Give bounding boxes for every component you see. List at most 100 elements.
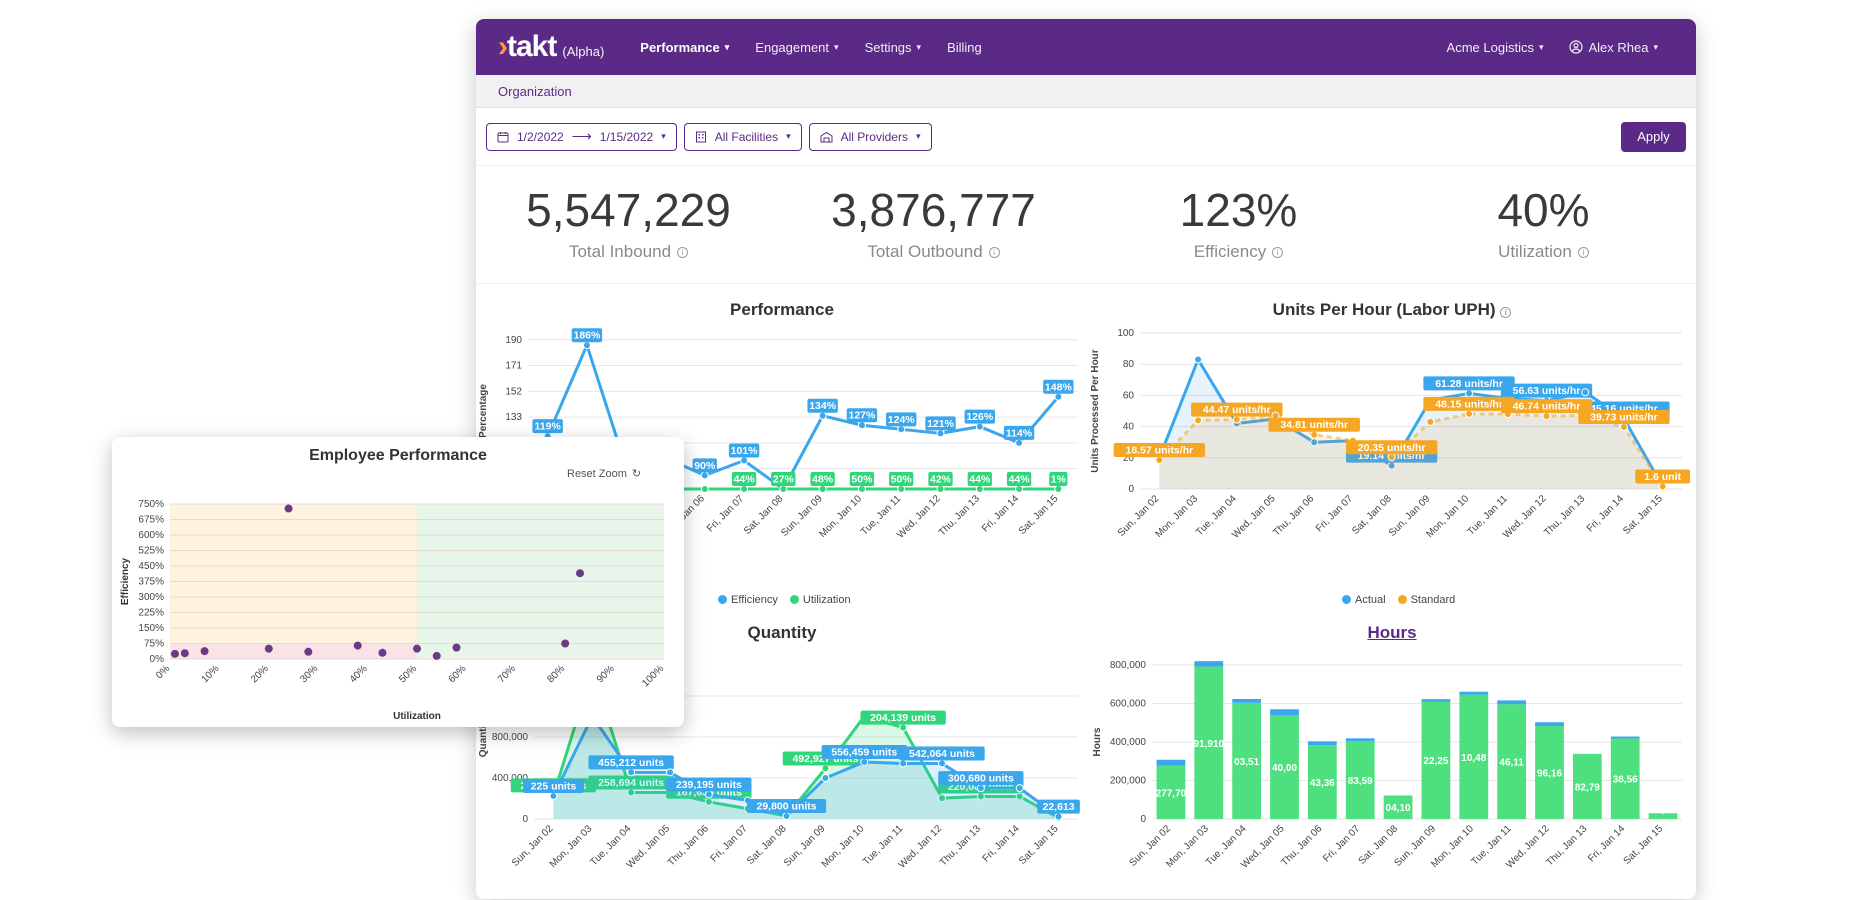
x-tick-label: 40%	[348, 663, 370, 685]
data-label: 542,064 units	[909, 748, 975, 760]
info-icon[interactable]: i	[1272, 246, 1284, 258]
data-label: 258,694 units	[598, 777, 664, 789]
data-point	[779, 485, 788, 493]
data-point	[549, 791, 558, 800]
kpi-label: Total Outbound	[867, 242, 983, 261]
x-tick-label: Thu, Jan 13	[1542, 493, 1587, 538]
top-navbar: ›takt (Alpha) Performance ▾ Engagement ▾ S…	[476, 19, 1696, 75]
facilities-dropdown[interactable]: All Facilities ▾	[683, 122, 802, 151]
data-label-bg	[846, 408, 878, 423]
y-tick-label: 375%	[138, 577, 164, 588]
y-tick-label: 450%	[138, 561, 164, 572]
scatter-point	[576, 569, 585, 578]
data-label-bg	[810, 472, 835, 486]
data-point	[1310, 430, 1319, 439]
data-label-bg	[938, 771, 1024, 786]
org-selector[interactable]: Acme Logistics ▾	[1447, 40, 1544, 55]
data-point	[936, 429, 945, 438]
data-label-bg	[1578, 410, 1670, 425]
data-label: 148%	[1045, 381, 1073, 393]
chevron-down-icon: ▾	[915, 131, 921, 141]
legend-utilization[interactable]: Utilization	[789, 594, 851, 606]
nav-settings[interactable]: Settings ▾	[865, 40, 922, 55]
legend-dot	[1397, 595, 1407, 604]
x-tick-label: Mon, Jan 03	[1153, 493, 1200, 540]
data-label: 134%	[809, 400, 837, 412]
nav-engagement[interactable]: Engagement ▾	[755, 40, 838, 55]
kpi-total-outbound: 3,876,777 Total Outbound i	[781, 166, 1086, 283]
y-tick-label: 600%	[138, 530, 164, 541]
bar	[1421, 701, 1451, 819]
hours-chart-title[interactable]: Hours	[1367, 623, 1417, 642]
y-tick-label: 300%	[138, 592, 164, 603]
data-label-bg	[1423, 376, 1515, 391]
kpi-utilization: 40% Utilization i	[1391, 166, 1696, 283]
breadcrumb-organization[interactable]: Organization	[498, 83, 572, 99]
y-tick-label: 0%	[150, 654, 165, 665]
y-tick-label: 20	[1123, 453, 1135, 464]
x-tick-label: Thu, Jan 06	[1271, 493, 1316, 538]
nav-performance[interactable]: Performance ▾	[640, 40, 729, 55]
data-label: 300,680 units	[948, 773, 1014, 785]
logo[interactable]: ›takt (Alpha)	[498, 30, 604, 64]
data-point	[1054, 392, 1063, 401]
reset-zoom-button[interactable]: Reset Zoom ↻	[567, 467, 641, 481]
info-icon[interactable]: i	[1577, 246, 1589, 258]
scatter-point	[432, 651, 441, 660]
bar-cap	[1535, 722, 1564, 727]
bar-cap	[1270, 709, 1299, 716]
providers-dropdown[interactable]: All Providers ▾	[808, 122, 932, 151]
data-label: 455,212 units	[598, 757, 664, 769]
data-point	[1310, 438, 1319, 447]
legend-actual[interactable]: Actual	[1342, 594, 1386, 606]
data-label-bg	[666, 777, 752, 792]
x-tick-label: Sat, Jan 15	[1621, 493, 1665, 537]
bar-cap	[1345, 738, 1375, 742]
data-point	[897, 425, 906, 434]
info-icon[interactable]: i	[988, 246, 1000, 258]
x-tick-label: Fri, Jan 14	[980, 493, 1021, 534]
data-point	[857, 485, 866, 493]
y-tick-label: 75%	[144, 639, 164, 650]
data-point	[938, 759, 946, 768]
chevron-down-icon: ▾	[661, 131, 666, 141]
y-tick-label: 400,000	[492, 773, 529, 784]
apply-button[interactable]: Apply	[1621, 121, 1686, 152]
data-label-bg	[925, 416, 956, 431]
bar	[1345, 741, 1375, 819]
data-label-bg	[692, 458, 717, 473]
data-point	[975, 422, 984, 431]
data-point	[1232, 415, 1241, 424]
data-point	[1015, 792, 1024, 801]
data-label: 50%	[851, 474, 873, 486]
x-tick-label: Mon, Jan 10	[1424, 493, 1471, 540]
x-tick-label: Thu, Jan 13	[938, 823, 983, 868]
info-icon[interactable]: i	[1500, 307, 1512, 318]
y-tick-label: 750%	[138, 499, 164, 510]
data-label: 34.81 units/hr	[1280, 419, 1348, 431]
calendar-icon	[497, 131, 509, 142]
scatter-point	[452, 643, 461, 652]
employee-performance-card: Employee Performance Reset Zoom ↻ 0% 75% 15…	[112, 437, 684, 727]
data-label-bg	[964, 409, 995, 424]
date-range-picker[interactable]: 1/2/2022 ⟶ 1/15/2022 ▾	[486, 122, 677, 151]
scatter-point	[378, 648, 387, 657]
nav-billing[interactable]: Billing	[947, 40, 982, 55]
data-point	[899, 723, 908, 732]
legend-standard[interactable]: Standard	[1397, 594, 1455, 606]
legend-efficiency[interactable]: Efficiency	[718, 594, 778, 606]
bar-label: 46,11	[1499, 758, 1524, 769]
x-tick-label: Sat, Jan 15	[1017, 823, 1061, 867]
info-icon[interactable]: i	[677, 246, 689, 258]
x-tick-label: Mon, Jan 10	[820, 823, 867, 870]
scatter-point	[413, 644, 421, 653]
data-point	[821, 774, 830, 782]
user-circle-icon	[1569, 40, 1584, 54]
user-menu[interactable]: Alex Rhea ▾	[1569, 40, 1658, 55]
data-point	[1155, 456, 1164, 465]
x-tick-label: 20%	[249, 663, 271, 685]
data-point	[740, 485, 749, 493]
data-label-bg	[860, 710, 946, 725]
x-tick-label: 80%	[545, 663, 567, 685]
x-tick-label: 90%	[595, 663, 617, 685]
